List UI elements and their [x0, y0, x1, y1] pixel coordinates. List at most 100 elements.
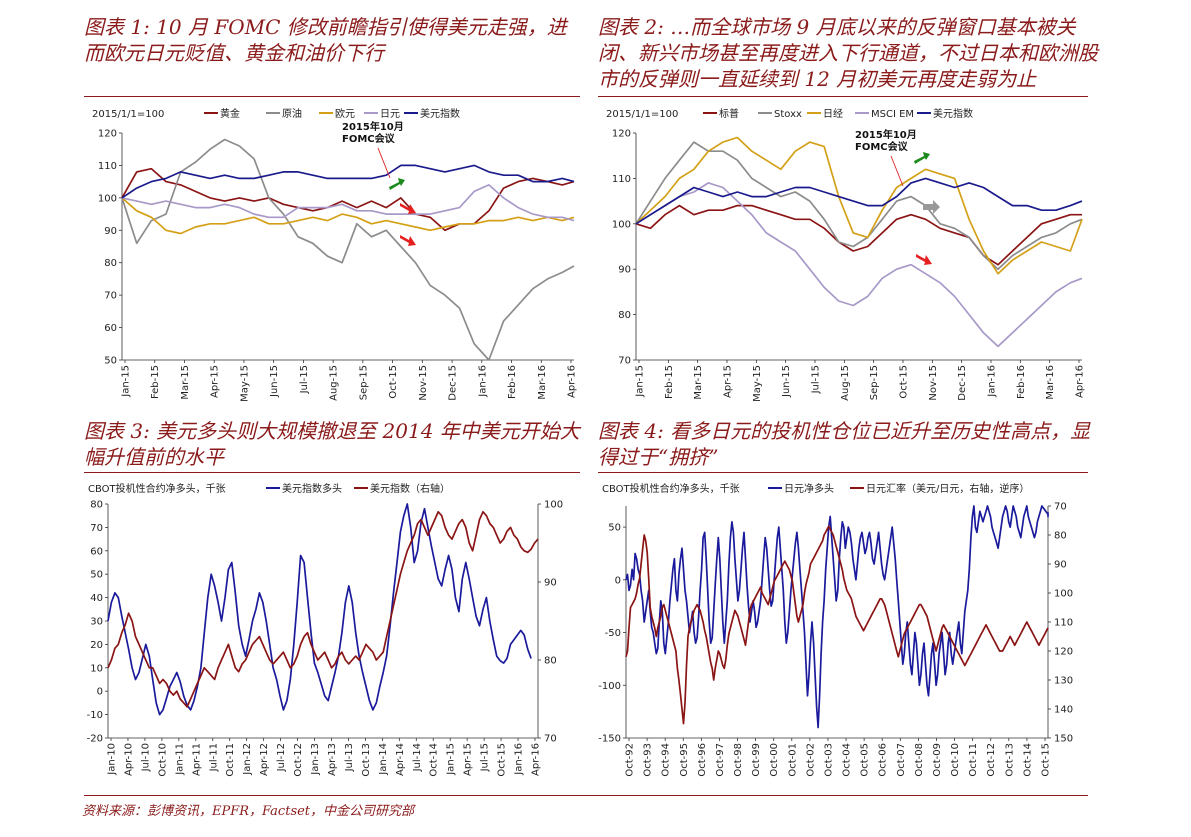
- chart3-caption: 图表 3: 美元多头则大规模撤退至 2014 年中美元开始大幅升值前的水平: [84, 419, 580, 469]
- chart3-xtick-label-16: Jan-14: [378, 743, 389, 776]
- chart3-xtick-label-22: Jul-15: [480, 743, 491, 772]
- chart4-ytick-label-3: 0: [615, 575, 621, 586]
- chart1-xtick-label-14: Mar-16: [537, 365, 548, 400]
- chart3-panel: CBOT投机性合约净多头，千张 美元指数多头 美元指数（右轴） -20 -10 0 10 20…: [84, 476, 580, 791]
- chart3-xtick-label-0: Jan-10: [107, 743, 118, 776]
- chart4-xtick-label-22: Oct-14: [1022, 743, 1033, 777]
- chart3-series-line-1: [107, 510, 539, 708]
- chart4-y2tick-label-2: 90: [1054, 560, 1067, 571]
- chart2-panel: 2015/1/1=100 标普 Stoxx 日经 MSCI EM 美元指数 70 80 90 10…: [598, 100, 1088, 410]
- chart1-series-line-4: [121, 164, 575, 199]
- chart3-xtick-label-2: Jul-10: [140, 743, 151, 772]
- chart2-series-line-4: [635, 177, 1083, 225]
- chart4-xtick-label-18: Oct-10: [950, 743, 961, 777]
- chart3-svg: CBOT投机性合约净多头，千张 美元指数多头 美元指数（右轴） -20 -10 0 10 20…: [87, 482, 563, 777]
- chart4-xtick-label-2: Oct-94: [661, 743, 672, 777]
- chart1-ytick-label-0: 50: [104, 356, 117, 367]
- chart1-svg: 2015/1/1=100 黄金 原油 欧元 日元 美元指数 50 60 70 80 90 100 110…: [92, 107, 578, 402]
- chart4-xtick-label-15: Oct-07: [896, 743, 907, 777]
- chart3-xtick-label-4: Jan-11: [174, 743, 185, 776]
- chart3-xtick-label-18: Jul-14: [412, 743, 423, 772]
- chart4-xtick-label-1: Oct-93: [643, 743, 654, 777]
- chart2-legend-label-1: Stoxx: [774, 109, 802, 120]
- chart4-y2tick-label-8: 150: [1054, 734, 1073, 745]
- chart3-ytick-label-4: 20: [90, 640, 103, 651]
- chart4-xtick-label-9: Oct-01: [787, 743, 798, 777]
- chart2-series-line-3: [635, 182, 1083, 348]
- chart4-xtick-label-13: Oct-05: [860, 743, 871, 777]
- chart2-legend-label-3: MSCI EM: [871, 109, 914, 120]
- chart4-panel: CBOT投机性合约净多头，千张 日元净多头 日元汇率（美元/日元，右轴，逆序） -15…: [598, 476, 1088, 791]
- chart2-arrow-2: [916, 254, 932, 265]
- chart4-xtick-label-16: Oct-08: [914, 743, 925, 777]
- chart1-xtick-label-1: Feb-15: [150, 365, 161, 399]
- chart1-note: 2015/1/1=100: [92, 109, 164, 120]
- chart1-ytick-label-4: 90: [104, 226, 117, 237]
- chart2-arrow-1: [923, 200, 940, 214]
- chart3-xtick-label-1: Apr-10: [123, 743, 134, 776]
- chart2-xtick-label-11: Dec-15: [957, 365, 968, 401]
- chart3-xtick-label-11: Oct-12: [293, 743, 304, 777]
- chart2-caption: 图表 2: …而全球市场 9 月底以来的反弹窗口基本被关闭、新兴市场甚至再度进入…: [598, 15, 1098, 91]
- chart4-series-line-0: [625, 505, 1049, 729]
- chart3-ytick-label-7: 50: [90, 570, 103, 581]
- chart3-xtick-label-25: Apr-16: [531, 743, 542, 776]
- chart3-y2tick-label-3: 100: [544, 500, 563, 511]
- chart1-legend-label-2: 欧元: [335, 108, 355, 120]
- chart2-series-line-1: [635, 141, 1083, 271]
- chart2-note: 2015/1/1=100: [606, 109, 678, 120]
- chart3-ytick-label-10: 80: [90, 500, 103, 511]
- chart3-xtick-label-14: Jul-13: [344, 743, 355, 772]
- chart3-xtick-label-12: Jan-13: [310, 743, 321, 776]
- chart1-ytick-label-5: 100: [98, 193, 117, 204]
- chart1-arrow-2: [400, 235, 416, 246]
- chart4-xtick-label-4: Oct-96: [697, 743, 708, 777]
- chart2-xtick-label-6: Jul-15: [811, 365, 822, 394]
- footer-rule: [84, 795, 1088, 796]
- chart4-note: CBOT投机性合约净多头，千张: [602, 482, 740, 495]
- chart2-xtick-label-13: Feb-16: [1016, 365, 1027, 399]
- chart3-ytick-label-0: -20: [87, 734, 103, 745]
- chart3-xtick-label-24: Jan-16: [514, 743, 525, 776]
- chart3-xtick-label-17: Apr-14: [395, 743, 406, 776]
- chart4-svg: CBOT投机性合约净多头，千张 日元净多头 日元汇率（美元/日元，右轴，逆序） -15…: [598, 482, 1073, 777]
- chart4-ytick-label-2: -50: [605, 628, 621, 639]
- chart4-xtick-label-8: Oct-00: [769, 743, 780, 777]
- chart2-ytick-label-4: 110: [612, 174, 631, 185]
- chart3-ytick-label-3: 10: [90, 663, 103, 674]
- chart3-xtick-label-10: Jul-12: [276, 743, 287, 772]
- chart3-xtick-label-5: Apr-11: [191, 743, 202, 776]
- chart2-xtick-label-12: Jan-16: [987, 365, 998, 398]
- chart4-legend-label-0: 日元净多头: [784, 482, 834, 495]
- chart2-legend-label-0: 标普: [719, 107, 739, 120]
- chart3-legend-label-0: 美元指数多头: [282, 482, 342, 495]
- chart2-xtick-label-5: Jun-15: [781, 365, 792, 398]
- chart2-xtick-label-3: Apr-15: [723, 365, 734, 398]
- chart1-xtick-label-4: May-15: [239, 365, 250, 402]
- chart4-series-line-1: [625, 525, 1049, 725]
- chart4-xtick-label-19: Oct-11: [968, 743, 979, 777]
- chart1-arrow-1: [400, 203, 416, 214]
- chart4-xtick-label-10: Oct-02: [805, 743, 816, 777]
- chart3-note: CBOT投机性合约净多头，千张: [88, 482, 226, 495]
- chart3-xtick-label-21: Apr-15: [463, 743, 474, 776]
- chart1-xtick-label-8: Sep-15: [358, 365, 369, 400]
- chart1-legend-label-0: 黄金: [220, 107, 240, 120]
- chart3-xtick-label-15: Oct-13: [361, 743, 372, 777]
- chart4-y2tick-label-6: 130: [1054, 676, 1073, 687]
- chart1-ytick-label-1: 60: [104, 323, 117, 334]
- chart1-xtick-label-2: Mar-15: [180, 365, 191, 400]
- chart4-xtick-label-21: Oct-13: [1004, 743, 1015, 777]
- chart3-ytick-label-2: 0: [97, 687, 103, 698]
- chart3-xtick-label-23: Oct-15: [497, 743, 508, 777]
- chart2-xtick-label-10: Nov-15: [928, 365, 939, 401]
- chart2-legend-label-4: 美元指数: [933, 107, 973, 120]
- chart3-xtick-label-7: Oct-11: [225, 743, 236, 777]
- chart1-annotation-pointer: [377, 147, 391, 179]
- chart1-xtick-label-7: Aug-15: [329, 365, 340, 401]
- chart1-arrow-0: [389, 178, 405, 190]
- chart4-rule: [598, 472, 1088, 473]
- chart2-xtick-label-7: Aug-15: [840, 365, 851, 401]
- chart2-xtick-label-1: Feb-15: [664, 365, 675, 399]
- chart1-legend-label-3: 日元: [380, 109, 400, 120]
